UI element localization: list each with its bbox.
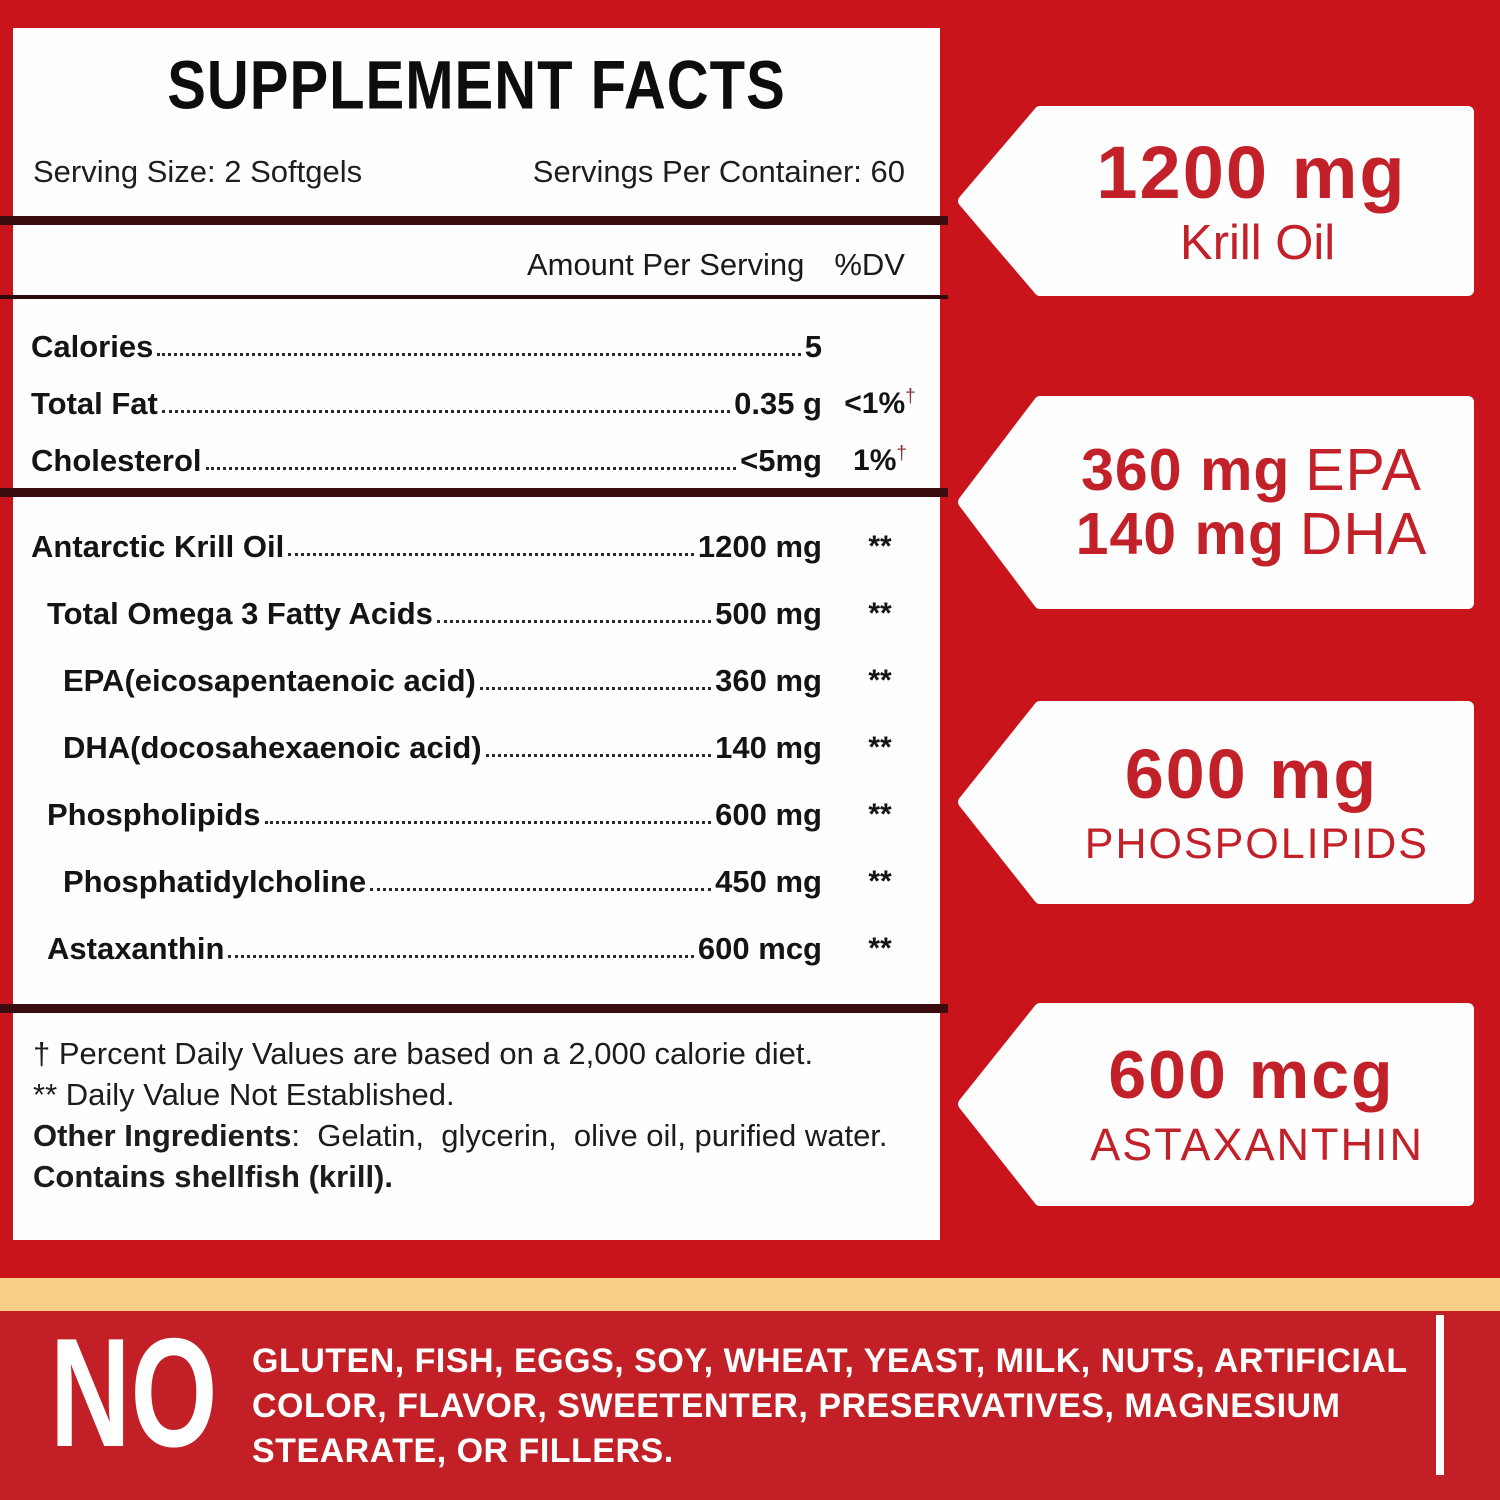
supplement-facts-panel: SUPPLEMENT FACTS Serving Size: 2 Softgel… — [0, 28, 948, 1240]
yellow-stripe — [0, 1278, 1500, 1311]
divider-thick — [0, 216, 948, 225]
footnote-other-ingredients: Other Ingredients: Gelatin, glycerin, ol… — [33, 1118, 888, 1153]
dot-leader — [436, 620, 712, 623]
banner-text: 1200 mg Krill Oil — [1096, 130, 1407, 270]
row-value: <5mg — [740, 443, 822, 478]
serving-info-row: Serving Size: 2 Softgels Servings Per Co… — [13, 154, 940, 190]
row-label: EPA(eicosapentaenoic acid) — [63, 663, 476, 698]
allergen-line: STEARATE, OR FILLERS. — [252, 1432, 674, 1470]
servings-per-container: Servings Per Container: 60 — [532, 154, 905, 189]
row-label: Antarctic Krill Oil — [31, 529, 285, 564]
row-value: 500 mg — [715, 596, 822, 631]
dot-leader — [228, 955, 694, 958]
row-value: 450 mg — [715, 864, 822, 899]
serving-size: Serving Size: 2 Softgels — [33, 154, 363, 189]
allergen-line: COLOR, FLAVOR, SWEETENTER, PRESERVATIVES… — [252, 1387, 1341, 1425]
dot-leader — [161, 410, 731, 413]
row-value: 140 mg — [715, 730, 822, 765]
divider-thick — [0, 1004, 948, 1013]
row-label: Cholesterol — [31, 443, 202, 478]
table-row: Phosphatidylcholine 450 mg ** — [13, 832, 940, 899]
footnote-daily-values: † Percent Daily Values are based on a 2,… — [33, 1036, 814, 1071]
row-dv: <1%† — [844, 386, 916, 420]
row-dv: ** — [868, 798, 892, 831]
table-row: Cholesterol <5mg 1%† — [13, 421, 940, 478]
dot-leader — [288, 553, 694, 556]
row-dv: ** — [868, 597, 892, 630]
row-dv: ** — [868, 865, 892, 898]
banner-text: 600 mcg ASTAXANTHIN — [1090, 1037, 1424, 1170]
arrow-banner-shape — [958, 396, 1474, 609]
allergen-list: GLUTEN, FISH, EGGS, SOY, WHEAT, YEAST, M… — [252, 1339, 1420, 1474]
row-value: 5 — [804, 329, 822, 364]
row-value: 360 mg — [715, 663, 822, 698]
arrow-banner-shape — [958, 701, 1474, 904]
allergen-line: GLUTEN, FISH, EGGS, SOY, WHEAT, YEAST, M… — [252, 1342, 1408, 1380]
row-label: Total Omega 3 Fatty Acids — [47, 596, 433, 631]
dot-leader — [370, 888, 712, 891]
row-value: 0.35 g — [734, 386, 822, 421]
dot-leader — [205, 467, 737, 470]
row-label: Calories — [31, 329, 154, 364]
row-dv: ** — [868, 664, 892, 697]
column-header-row: Amount Per Serving %DV — [13, 247, 940, 283]
dot-leader — [479, 687, 712, 690]
divider-thin — [0, 295, 948, 299]
arrow-banner-shape — [958, 1003, 1474, 1206]
dv-header: %DV — [834, 247, 905, 282]
callout-banner-krill-oil: 1200 mg Krill Oil — [958, 105, 1475, 297]
row-label: Total Fat — [31, 386, 158, 421]
row-dv: ** — [868, 530, 892, 563]
vertical-divider-bar — [1436, 1315, 1444, 1475]
nutrition-rows-basic: Calories 5 Total Fat 0.35 g <1%† Cholester… — [13, 299, 940, 488]
divider-thick — [0, 488, 948, 497]
table-row: EPA(eicosapentaenoic acid) 360 mg ** — [13, 631, 940, 698]
amount-per-serving-header: Amount Per Serving — [526, 247, 805, 282]
row-dv: 1%† — [853, 443, 907, 477]
row-dv: ** — [868, 731, 892, 764]
callout-banner-astaxanthin: 600 mcg ASTAXANTHIN — [958, 1002, 1475, 1207]
row-value: 600 mg — [715, 797, 822, 832]
row-value: 1200 mg — [697, 529, 822, 564]
table-row: Phospholipids 600 mg ** — [13, 765, 940, 832]
dot-leader — [485, 754, 712, 757]
row-label: Phospholipids — [47, 797, 261, 832]
footnote-contains: Contains shellfish (krill). — [33, 1159, 393, 1194]
nutrition-rows-krill: Antarctic Krill Oil 1200 mg ** Total Omeg… — [13, 497, 940, 966]
table-row: Total Omega 3 Fatty Acids 500 mg ** — [13, 564, 940, 631]
table-row: Total Fat 0.35 g <1%† — [13, 364, 940, 421]
arrow-banner-shape — [958, 106, 1474, 296]
banner-text: 360 mg EPA 140 mg DHA — [1075, 436, 1428, 567]
table-row: DHA(docosahexaenoic acid) 140 mg ** — [13, 698, 940, 765]
row-label: DHA(docosahexaenoic acid) — [63, 730, 482, 765]
footnotes: † Percent Daily Values are based on a 2,… — [13, 1013, 940, 1197]
banner-text: 600 mg PHOSPOLIPIDS — [1084, 735, 1429, 869]
table-row: Antarctic Krill Oil 1200 mg ** — [13, 497, 940, 564]
row-value: 600 mcg — [697, 931, 822, 966]
row-dv: ** — [868, 932, 892, 965]
page-title: SUPPLEMENT FACTS — [167, 47, 786, 124]
table-row: Astaxanthin 600 mcg ** — [13, 899, 940, 966]
no-word: NO — [50, 1306, 218, 1479]
footnote-not-established: ** Daily Value Not Established. — [33, 1077, 455, 1112]
dot-leader — [157, 353, 801, 356]
callout-banner-phospholipids: 600 mg PHOSPOLIPIDS — [958, 700, 1475, 905]
row-label: Astaxanthin — [47, 931, 225, 966]
dot-leader — [264, 821, 712, 824]
allergen-free-section: NO GLUTEN, FISH, EGGS, SOY, WHEAT, YEAST… — [0, 1311, 1500, 1500]
row-label: Phosphatidylcholine — [63, 864, 367, 899]
callout-banner-epa-dha: 360 mg EPA 140 mg DHA — [958, 395, 1475, 610]
table-row: Calories 5 — [13, 307, 940, 364]
